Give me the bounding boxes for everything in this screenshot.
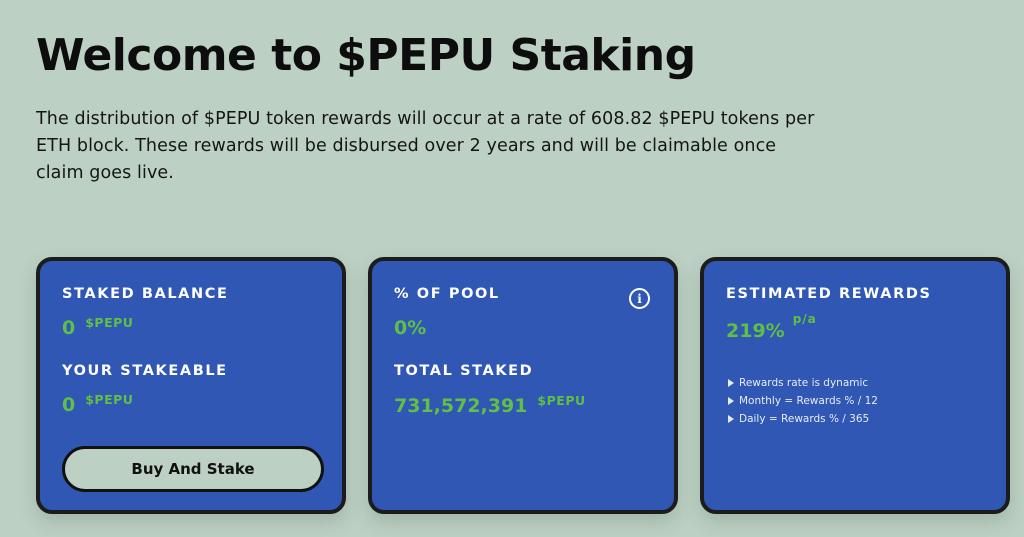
stakeable-unit: $PEPU <box>85 392 134 407</box>
rewards-value: 219% <box>726 320 785 342</box>
play-triangle-icon <box>728 397 734 405</box>
estimated-rewards-card: ESTIMATED REWARDS 219% p/a Rewards rate … <box>700 257 1010 514</box>
play-triangle-icon <box>728 415 734 423</box>
play-triangle-icon <box>728 379 734 387</box>
stakeable-label: YOUR STAKEABLE <box>62 363 228 379</box>
staked-balance-value: 0 <box>62 317 76 339</box>
total-staked-unit: $PEPU <box>537 393 586 408</box>
rewards-note: Rewards rate is dynamic <box>728 374 878 392</box>
rewards-value-row: 219% p/a <box>726 312 817 342</box>
total-staked-label: TOTAL STAKED <box>394 363 534 379</box>
rewards-note: Monthly = Rewards % / 12 <box>728 392 878 410</box>
stakeable-value: 0 <box>62 394 76 416</box>
total-staked-value: 731,572,391 <box>394 395 528 417</box>
staked-balance-card: STAKED BALANCE 0 $PEPU YOUR STAKEABLE 0 … <box>36 257 346 514</box>
staked-balance-label: STAKED BALANCE <box>62 286 229 302</box>
rewards-note-text: Rewards rate is dynamic <box>739 377 869 389</box>
pool-card: % OF POOL i 0% TOTAL STAKED 731,572,391 … <box>368 257 678 514</box>
estimated-rewards-label: ESTIMATED REWARDS <box>726 286 932 302</box>
stakeable-value-row: 0 $PEPU <box>62 392 134 416</box>
pool-value: 0% <box>394 317 427 339</box>
rewards-note-text: Daily = Rewards % / 365 <box>739 413 870 425</box>
page-title: Welcome to $PEPU Staking <box>36 30 696 81</box>
rewards-note: Daily = Rewards % / 365 <box>728 410 878 428</box>
pool-label: % OF POOL <box>394 286 500 302</box>
staked-balance-unit: $PEPU <box>85 315 134 330</box>
staked-balance-value-row: 0 $PEPU <box>62 315 134 339</box>
rewards-notes: Rewards rate is dynamic Monthly = Reward… <box>728 374 878 428</box>
rewards-note-text: Monthly = Rewards % / 12 <box>739 395 878 407</box>
pool-value-row: 0% <box>394 317 426 339</box>
buy-and-stake-button[interactable]: Buy And Stake <box>62 446 324 492</box>
intro-text: The distribution of $PEPU token rewards … <box>36 109 815 183</box>
total-staked-value-row: 731,572,391 $PEPU <box>394 393 586 417</box>
info-icon[interactable]: i <box>629 288 650 309</box>
rewards-unit: p/a <box>792 312 817 326</box>
